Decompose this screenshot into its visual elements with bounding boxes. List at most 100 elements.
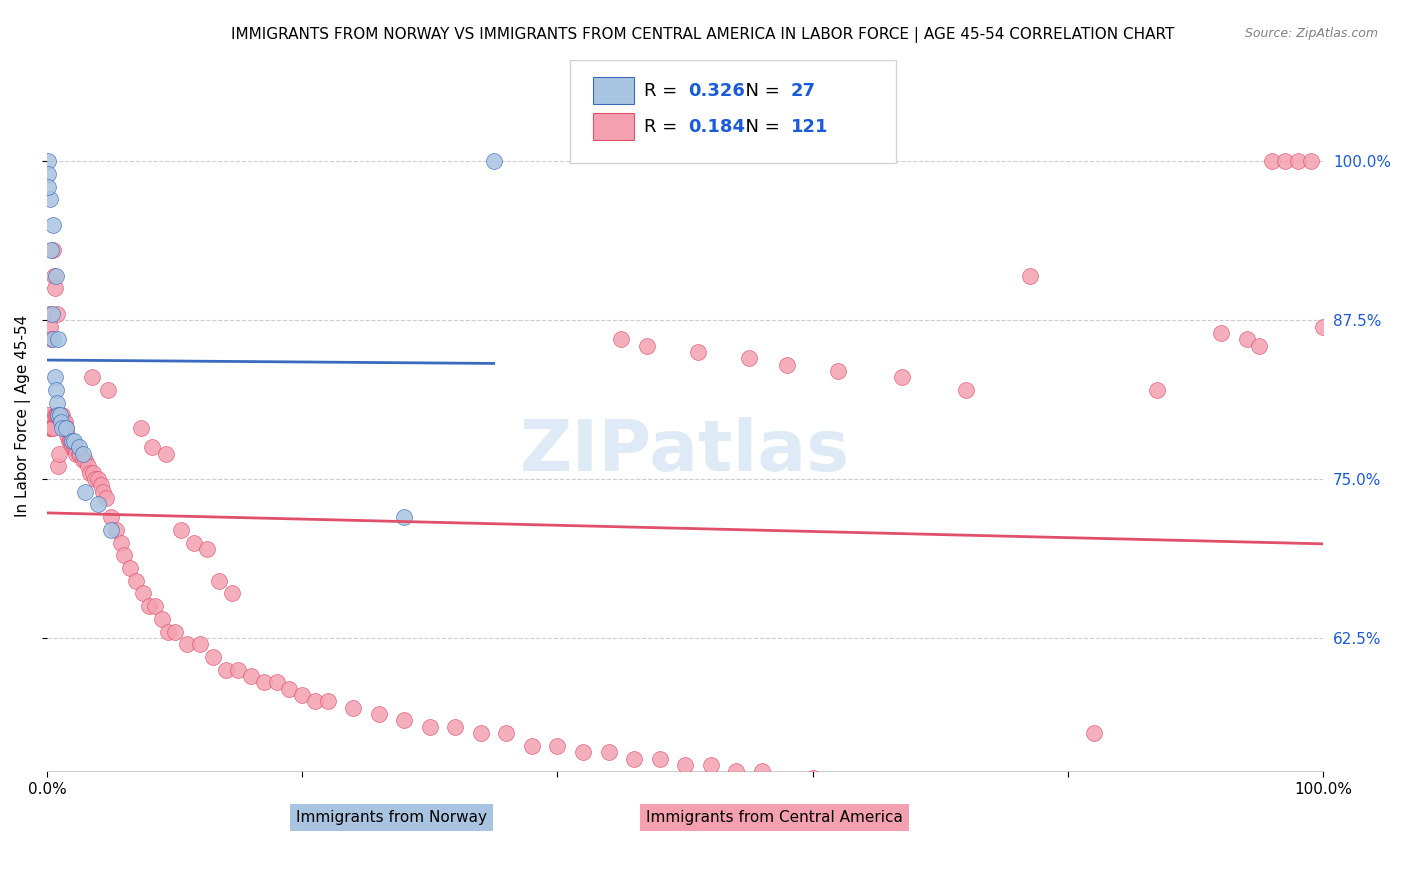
Point — [183, 535, 205, 549]
Point — [1274, 154, 1296, 169]
Point — [1211, 326, 1233, 340]
Text: 0.326: 0.326 — [688, 82, 745, 100]
Point — [482, 154, 505, 169]
Point — [304, 694, 326, 708]
Point — [58, 434, 80, 448]
Point — [125, 574, 148, 588]
Point — [51, 421, 73, 435]
Point — [44, 409, 66, 423]
Point — [342, 700, 364, 714]
Point — [62, 440, 84, 454]
Point — [67, 447, 90, 461]
Text: R =: R = — [644, 82, 683, 100]
Point — [394, 510, 416, 524]
Point — [266, 675, 288, 690]
Point — [60, 434, 83, 448]
FancyBboxPatch shape — [593, 113, 634, 140]
Point — [42, 218, 65, 232]
Point — [80, 370, 103, 384]
Text: N =: N = — [734, 118, 785, 136]
Point — [79, 466, 101, 480]
Point — [37, 167, 59, 181]
Point — [46, 409, 69, 423]
Point — [547, 739, 569, 753]
Point — [45, 383, 67, 397]
Point — [72, 447, 94, 461]
Point — [751, 764, 773, 779]
Point — [157, 624, 180, 639]
Point — [1057, 789, 1080, 804]
Point — [91, 484, 114, 499]
Point — [112, 549, 135, 563]
Point — [201, 649, 224, 664]
Point — [49, 409, 72, 423]
Text: N =: N = — [734, 82, 785, 100]
Text: IMMIGRANTS FROM NORWAY VS IMMIGRANTS FROM CENTRAL AMERICA IN LABOR FORCE | AGE 4: IMMIGRANTS FROM NORWAY VS IMMIGRANTS FRO… — [232, 27, 1174, 43]
Point — [1261, 154, 1284, 169]
Point — [176, 637, 198, 651]
Point — [87, 472, 110, 486]
Point — [131, 421, 153, 435]
Point — [155, 447, 177, 461]
Point — [63, 440, 86, 454]
Point — [90, 478, 112, 492]
Point — [48, 447, 70, 461]
Point — [240, 669, 263, 683]
Point — [104, 523, 127, 537]
Point — [45, 307, 67, 321]
Point — [87, 498, 110, 512]
Point — [65, 447, 87, 461]
Point — [44, 370, 66, 384]
Point — [48, 409, 70, 423]
Point — [208, 574, 231, 588]
Point — [55, 421, 77, 435]
Text: Immigrants from Central America: Immigrants from Central America — [645, 810, 903, 825]
Point — [41, 244, 63, 258]
Text: ZIPatlas: ZIPatlas — [520, 417, 851, 485]
Point — [316, 694, 339, 708]
Point — [865, 777, 887, 791]
Point — [520, 739, 543, 753]
Point — [495, 726, 517, 740]
Point — [648, 751, 671, 765]
Point — [131, 586, 153, 600]
Point — [56, 427, 79, 442]
Point — [69, 447, 91, 461]
Point — [419, 720, 441, 734]
Point — [138, 599, 160, 613]
Point — [118, 561, 141, 575]
Point — [1083, 726, 1105, 740]
Point — [72, 453, 94, 467]
Point — [636, 338, 658, 352]
Point — [1286, 154, 1309, 169]
Point — [38, 421, 60, 435]
Point — [598, 745, 620, 759]
Point — [39, 319, 62, 334]
Point — [1121, 796, 1143, 810]
Point — [62, 434, 84, 448]
Point — [725, 764, 748, 779]
Point — [45, 409, 67, 423]
Point — [170, 523, 193, 537]
Text: 0.184: 0.184 — [688, 118, 745, 136]
Point — [673, 758, 696, 772]
Point — [67, 440, 90, 454]
Text: R =: R = — [644, 118, 683, 136]
Point — [38, 193, 60, 207]
Point — [52, 415, 75, 429]
Point — [163, 624, 186, 639]
Point — [827, 364, 849, 378]
Point — [195, 541, 218, 556]
Point — [39, 421, 62, 435]
Point — [84, 472, 107, 486]
Point — [55, 421, 77, 435]
Point — [100, 510, 122, 524]
Text: Source: ZipAtlas.com: Source: ZipAtlas.com — [1244, 27, 1378, 40]
Point — [41, 421, 63, 435]
Point — [44, 281, 66, 295]
Text: 27: 27 — [792, 82, 815, 100]
Point — [572, 745, 595, 759]
Point — [141, 440, 163, 454]
Point — [75, 484, 97, 499]
Point — [291, 688, 314, 702]
